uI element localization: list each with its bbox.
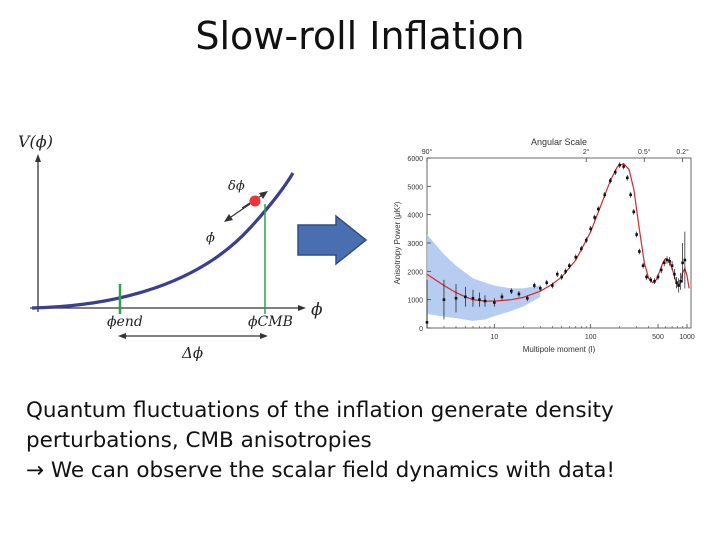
top-tick-label: 0.2°: [676, 148, 689, 156]
data-point: [681, 261, 684, 265]
data-point: [533, 284, 536, 287]
data-point: [641, 264, 645, 267]
data-point: [425, 321, 429, 324]
top-tick-label: 0.5°: [638, 148, 651, 156]
data-point: [454, 296, 458, 300]
y-tick-label: 6000: [407, 156, 423, 163]
data-point: [675, 281, 678, 284]
data-point: [471, 296, 475, 300]
data-point: [626, 176, 629, 180]
data-point: [442, 298, 446, 301]
data-point: [653, 279, 656, 283]
x-tick-label: 100: [585, 334, 597, 341]
data-point: [584, 238, 588, 242]
fluctuation-arrowhead-icon: [259, 191, 268, 199]
data-point: [517, 292, 521, 296]
data-point: [656, 275, 660, 279]
data-point: [670, 264, 674, 267]
cmb-power-spectrum-chart: Angular Scale Multipole moment (l) Aniso…: [393, 137, 695, 354]
data-point: [478, 298, 481, 301]
phi-cmb-label: ϕCMB: [248, 314, 293, 330]
x-tick-label: 1000: [679, 334, 695, 341]
potential-curve: [31, 172, 295, 310]
x-axis-arrowhead-icon: [298, 305, 306, 311]
delta-phi-right-arrowhead-icon: [260, 333, 268, 339]
data-point: [539, 287, 542, 290]
top-tick-label: 90°: [422, 148, 433, 156]
potential-diagram: V(ϕ) ϕ ϕend ϕCMB Δϕ δϕ ϕ̇: [18, 132, 323, 362]
body-text: Quantum fluctuations of the inflation ge…: [26, 396, 716, 486]
data-point: [564, 270, 567, 273]
data-point: [673, 272, 676, 276]
potential-y-axis-label: V(ϕ): [18, 132, 53, 151]
x-axis-title: Multipole moment (l): [523, 345, 596, 354]
data-point: [597, 207, 600, 211]
data-point: [609, 179, 612, 182]
data-point: [683, 258, 687, 262]
y-axis-arrowhead-icon: [35, 154, 41, 162]
data-point: [580, 247, 583, 250]
data-point: [574, 255, 578, 259]
right-arrow-icon: [297, 214, 368, 266]
data-point: [493, 301, 496, 304]
data-point: [500, 295, 504, 299]
data-point: [622, 165, 625, 168]
inflaton-position-marker: [249, 195, 261, 207]
data-point: [560, 275, 563, 279]
roll-arrowhead-icon: [224, 214, 233, 222]
data-point: [464, 295, 467, 299]
fluctuation-label: δϕ: [228, 179, 245, 194]
data-point: [603, 193, 607, 197]
data-point: [649, 278, 653, 282]
data-point: [668, 260, 671, 263]
body-line-1: Quantum fluctuations of the inflation ge…: [26, 398, 614, 423]
data-point: [545, 281, 549, 284]
y-tick-label: 3000: [407, 241, 423, 248]
data-point: [593, 216, 596, 219]
data-point: [662, 261, 666, 265]
data-point: [632, 210, 636, 214]
data-point: [568, 264, 571, 267]
data-point: [665, 258, 669, 262]
data-point: [551, 284, 554, 287]
data-point: [638, 250, 641, 253]
y-tick-label: 2000: [407, 269, 423, 276]
delta-phi-label: Δϕ: [181, 344, 203, 362]
potential-x-axis-label: ϕ: [311, 300, 323, 320]
slide-title: Slow-roll Inflation: [195, 14, 525, 58]
data-point: [679, 279, 683, 283]
data-point: [589, 227, 592, 231]
data-point: [526, 296, 529, 300]
phi-end-label: ϕend: [107, 314, 143, 330]
data-point: [635, 233, 638, 236]
delta-phi-left-arrowhead-icon: [118, 333, 126, 339]
y-tick-label: 5000: [407, 184, 423, 191]
y-tick-label: 4000: [407, 213, 423, 220]
data-point: [618, 163, 621, 167]
x-tick-label: 500: [652, 334, 664, 341]
data-point: [483, 299, 487, 303]
y-tick-label: 0: [419, 326, 423, 333]
y-axis-title: Anisotropy Power (μK²): [393, 201, 402, 284]
data-point: [613, 170, 617, 174]
data-point: [555, 272, 559, 276]
body-line-3: → We can observe the scalar field dynami…: [26, 458, 616, 483]
y-tick-label: 1000: [407, 298, 423, 305]
roll-arrow: [227, 203, 251, 220]
data-point: [629, 193, 632, 197]
data-point: [659, 268, 663, 272]
top-tick-label: 2°: [583, 148, 590, 156]
chart-title: Angular Scale: [531, 137, 587, 147]
x-tick-label: 10: [490, 334, 498, 341]
body-line-2: perturbations, CMB anisotropies: [26, 428, 372, 453]
data-point: [510, 289, 513, 293]
data-point: [677, 284, 681, 287]
phidot-label: ϕ̇: [206, 231, 215, 246]
data-point: [645, 275, 648, 279]
